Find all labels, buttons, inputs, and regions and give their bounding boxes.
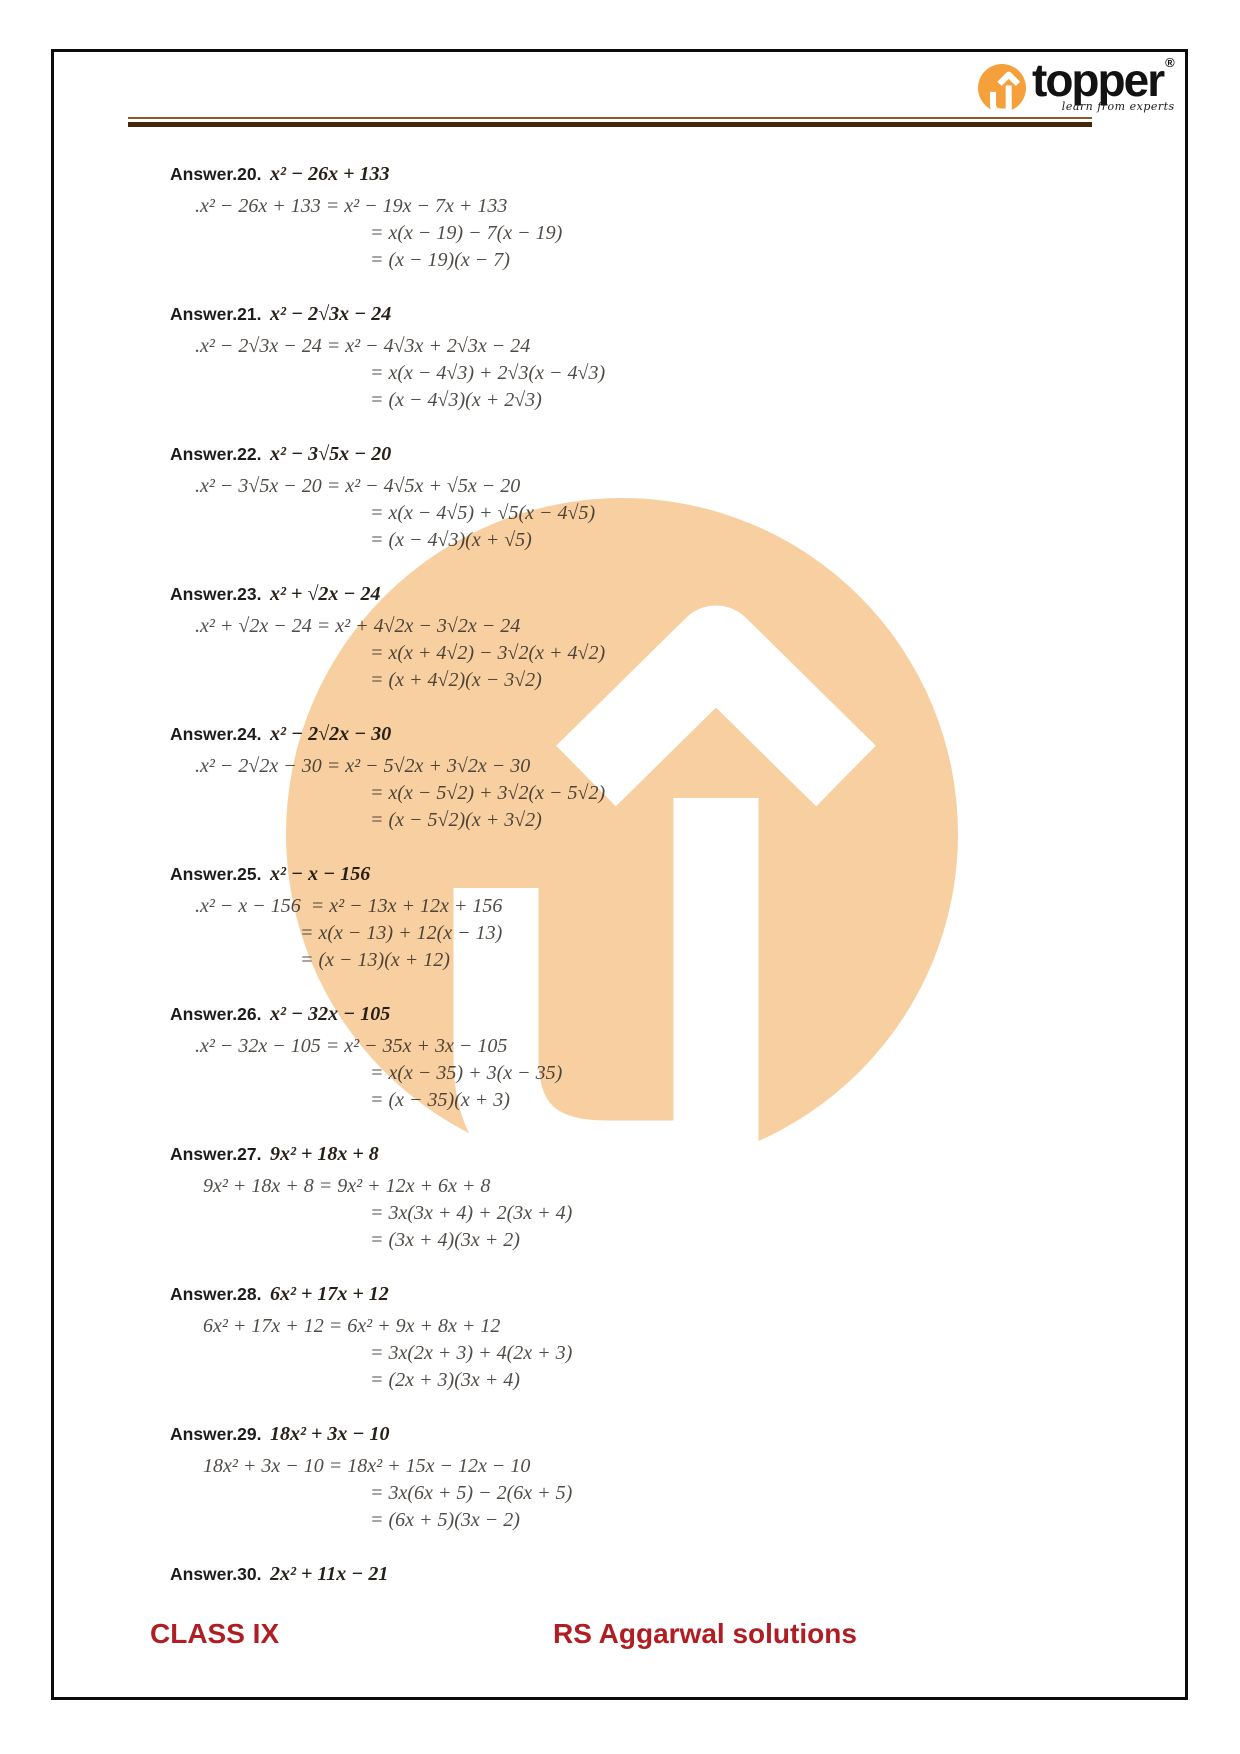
u-arrow-icon: [978, 64, 1026, 112]
answer-number: Answer.26.: [170, 1004, 262, 1024]
math-step: = x(x − 5√2) + 3√2(x − 5√2): [370, 782, 606, 804]
answer-block: Answer.28. 6x² + 17x + 12 6x² + 17x + 12 =…: [170, 1281, 930, 1394]
answer-block: Answer.26. x² − 32x − 105 .x² − 32x − 105 …: [170, 1001, 930, 1114]
math-step: = (x − 13)(x + 12): [300, 949, 450, 971]
page-border: [51, 49, 1188, 1700]
math-step: = (2x + 3)(3x + 4): [370, 1369, 520, 1391]
answer-number: Answer.30.: [170, 1564, 262, 1584]
answer-block: Answer.23. x² + √2x − 24 .x² + √2x − 24 = …: [170, 581, 930, 694]
answer-heading: Answer.25. x² − x − 156: [170, 861, 930, 887]
header-divider: [128, 117, 1092, 127]
math-step: = 3x(3x + 4) + 2(3x + 4): [370, 1202, 573, 1224]
math-step: 18x² + 3x − 10 = 18x² + 15x − 12x − 10: [203, 1455, 531, 1477]
footer-book-label: RS Aggarwal solutions: [553, 1618, 857, 1649]
answer-heading: Answer.26. x² − 32x − 105: [170, 1001, 930, 1027]
answer-number: Answer.24.: [170, 724, 262, 744]
answer-polynomial: x² − x − 156: [270, 863, 371, 885]
math-step: .x² − x − 156 = x² − 13x + 12x + 156: [195, 895, 503, 917]
answer-number: Answer.29.: [170, 1424, 262, 1444]
u-arrow-watermark: [286, 498, 958, 1170]
math-step: = x(x − 13) + 12(x − 13): [300, 922, 503, 944]
answer-polynomial: x² − 3√5x − 20: [270, 443, 392, 465]
answer-block: Answer.20. x² − 26x + 133 .x² − 26x + 133 …: [170, 161, 930, 274]
math-step: = x(x − 4√3) + 2√3(x − 4√3): [370, 362, 606, 384]
answer-polynomial: x² − 32x − 105: [270, 1003, 391, 1025]
math-step: .x² + √2x − 24 = x² + 4√2x − 3√2x − 24: [195, 615, 521, 637]
answer-heading: Answer.30. 2x² + 11x − 21: [170, 1561, 930, 1587]
math-step: = (x − 4√3)(x + 2√3): [370, 389, 542, 411]
math-step: = (x + 4√2)(x − 3√2): [370, 669, 542, 691]
answer-polynomial: 9x² + 18x + 8: [270, 1143, 379, 1165]
answer-polynomial: 2x² + 11x − 21: [270, 1563, 389, 1585]
math-step: = (x − 35)(x + 3): [370, 1089, 510, 1111]
answer-number: Answer.20.: [170, 164, 262, 184]
math-step: = (3x + 4)(3x + 2): [370, 1229, 520, 1251]
math-step: .x² − 2√2x − 30 = x² − 5√2x + 3√2x − 30: [195, 755, 531, 777]
math-step: = x(x + 4√2) − 3√2(x + 4√2): [370, 642, 606, 664]
answer-block: Answer.21. x² − 2√3x − 24 .x² − 2√3x − 24 …: [170, 301, 930, 414]
answer-number: Answer.23.: [170, 584, 262, 604]
answer-block: Answer.29. 18x² + 3x − 10 18x² + 3x − 10 =…: [170, 1421, 930, 1534]
answer-heading: Answer.23. x² + √2x − 24: [170, 581, 930, 607]
answer-heading: Answer.21. x² − 2√3x − 24: [170, 301, 930, 327]
math-step: = (x − 19)(x − 7): [370, 249, 510, 271]
answer-polynomial: 6x² + 17x + 12: [270, 1283, 389, 1305]
answer-heading: Answer.27. 9x² + 18x + 8: [170, 1141, 930, 1167]
math-step: .x² − 26x + 133 = x² − 19x − 7x + 133: [195, 195, 508, 217]
answer-polynomial: x² − 2√3x − 24: [270, 303, 392, 325]
math-step: = (x − 4√3)(x + √5): [370, 529, 532, 551]
answer-block: Answer.30. 2x² + 11x − 21: [170, 1561, 930, 1587]
math-step: 6x² + 17x + 12 = 6x² + 9x + 8x + 12: [203, 1315, 501, 1337]
math-step: = x(x − 4√5) + √5(x − 4√5): [370, 502, 596, 524]
answers-list: Answer.20. x² − 26x + 133 .x² − 26x + 133 …: [170, 161, 930, 1614]
answer-block: Answer.27. 9x² + 18x + 8 9x² + 18x + 8 = 9…: [170, 1141, 930, 1254]
answer-number: Answer.28.: [170, 1284, 262, 1304]
answer-block: Answer.22. x² − 3√5x − 20 .x² − 3√5x − 20 …: [170, 441, 930, 554]
answer-polynomial: 18x² + 3x − 10: [270, 1423, 390, 1445]
answer-block: Answer.25. x² − x − 156 .x² − x − 156 = x²…: [170, 861, 930, 974]
logo-tagline: learn from experts: [1061, 100, 1175, 113]
math-step: 9x² + 18x + 8 = 9x² + 12x + 6x + 8: [203, 1175, 491, 1197]
answer-polynomial: x² − 26x + 133: [270, 163, 390, 185]
math-step: = (x − 5√2)(x + 3√2): [370, 809, 542, 831]
answer-heading: Answer.28. 6x² + 17x + 12: [170, 1281, 930, 1307]
answer-number: Answer.21.: [170, 304, 262, 324]
brand-text: topper: [1032, 54, 1165, 106]
answer-polynomial: x² − 2√2x − 30: [270, 723, 392, 745]
math-step: = (6x + 5)(3x − 2): [370, 1509, 520, 1531]
math-step: .x² − 32x − 105 = x² − 35x + 3x − 105: [195, 1035, 508, 1057]
answer-heading: Answer.29. 18x² + 3x − 10: [170, 1421, 930, 1447]
math-step: .x² − 3√5x − 20 = x² − 4√5x + √5x − 20: [195, 475, 521, 497]
answer-heading: Answer.22. x² − 3√5x − 20: [170, 441, 930, 467]
math-step: .x² − 2√3x − 24 = x² − 4√3x + 2√3x − 24: [195, 335, 531, 357]
answer-polynomial: x² + √2x − 24: [270, 583, 381, 605]
math-step: = x(x − 19) − 7(x − 19): [370, 222, 563, 244]
math-step: = 3x(2x + 3) + 4(2x + 3): [370, 1342, 573, 1364]
footer-class-label: CLASS IX: [150, 1618, 280, 1649]
answer-number: Answer.25.: [170, 864, 262, 884]
answer-block: Answer.24. x² − 2√2x − 30 .x² − 2√2x − 30 …: [170, 721, 930, 834]
math-step: = 3x(6x + 5) − 2(6x + 5): [370, 1482, 573, 1504]
answer-heading: Answer.20. x² − 26x + 133: [170, 161, 930, 187]
registered-mark-icon: ®: [1165, 55, 1175, 70]
topper-logo: topper ® learn from experts: [978, 56, 1175, 113]
answer-number: Answer.22.: [170, 444, 262, 464]
math-step: = x(x − 35) + 3(x − 35): [370, 1062, 563, 1084]
answer-heading: Answer.24. x² − 2√2x − 30: [170, 721, 930, 747]
answer-number: Answer.27.: [170, 1144, 262, 1164]
